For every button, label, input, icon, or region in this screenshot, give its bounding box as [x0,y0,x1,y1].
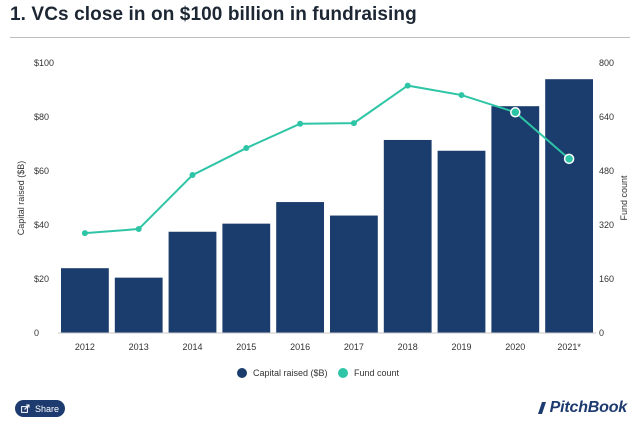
share-label: Share [34,403,60,414]
combo-chart: 2012 2013 2014 2015 2016 2017 2018 2019 2020 2021… [16,58,629,378]
y-tick-label: $40 [34,220,49,230]
bar-2018 [383,139,432,333]
x-tick-label: 2014 [182,342,202,352]
bar-2016 [276,202,324,333]
y2-axis-title: Fund count [619,175,629,221]
legend-fund-count-label: Fund count [354,368,400,378]
y2-tick-label: 640 [599,112,614,122]
y2-tick-label: 480 [599,166,614,176]
legend-fund-count-swatch [338,368,348,378]
legend-capital-label: Capital raised ($B) [253,368,328,378]
fund-count-point-2020 [510,107,521,118]
y2-tick-label: 0 [599,328,604,338]
x-tick-label: 2016 [290,342,310,352]
brand-name: PitchBook [549,399,628,416]
bar-2021* [545,79,593,333]
title-divider [10,37,630,38]
x-tick-label: 2018 [398,342,418,352]
x-tick-label: 2021* [557,342,581,352]
x-tick-label: 2015 [236,342,256,352]
x-tick-label: 2012 [75,342,95,352]
fund-count-point-2017 [350,120,357,127]
page-title: 1. VCs close in on $100 billion in fundr… [10,4,417,25]
share-icon [21,404,30,413]
fund-count-point-2021* [563,153,575,165]
x-tick-label: 2013 [129,342,149,352]
x-tick-label: 2019 [451,342,471,352]
fund-count-point-2019 [458,92,465,99]
bar-2012 [61,268,109,333]
y-tick-label: $20 [34,274,49,284]
y-axis-title: Capital raised ($B) [16,161,26,236]
fund-count-line [84,84,570,235]
y-tick-label: 0 [34,328,39,338]
bar-2013 [114,277,163,333]
fund-count-point-2014 [189,172,196,179]
legend-capital-swatch [237,368,247,378]
share-button[interactable]: Share [15,400,65,417]
fund-count-point-2012 [81,230,88,237]
y-tick-label: $60 [34,166,49,176]
bar-2019 [437,150,486,333]
y2-tick-label: 160 [599,274,614,284]
y2-tick-label: 800 [599,58,614,68]
bar-2015 [222,223,271,333]
bar-2014 [168,231,217,333]
pitchbook-logo: PitchBook [536,399,627,417]
bar-2017 [330,215,378,333]
x-tick-label: 2020 [505,342,525,352]
bar-2020 [491,106,540,333]
y2-tick-label: 320 [599,220,614,230]
y-tick-label: $80 [34,112,49,122]
fund-count-point-2015 [243,145,250,152]
x-tick-label: 2017 [344,342,364,352]
y-tick-label: $100 [34,58,54,68]
fund-count-point-2018 [404,82,411,89]
fund-count-point-2016 [297,120,304,127]
pitchbook-mark-icon [537,402,546,414]
fund-count-point-2013 [135,226,142,233]
